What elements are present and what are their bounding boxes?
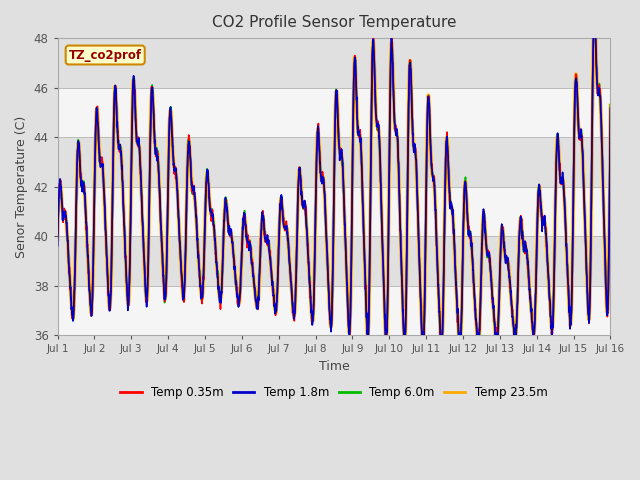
Temp 23.5m — [308, 314, 316, 320]
Temp 1.8m — [323, 236, 330, 241]
Temp 6.0m — [323, 235, 330, 240]
Temp 23.5m — [456, 335, 464, 340]
Temp 0.35m — [591, 22, 598, 27]
Temp 1.8m — [490, 305, 497, 311]
Line: Temp 23.5m: Temp 23.5m — [58, 25, 611, 337]
Bar — [58, 137, 611, 187]
Temp 6.0m — [607, 102, 614, 108]
Temp 23.5m — [82, 212, 90, 217]
Line: Temp 0.35m: Temp 0.35m — [58, 22, 611, 344]
Temp 1.8m — [308, 310, 316, 316]
Line: Temp 6.0m: Temp 6.0m — [58, 24, 611, 341]
Temp 23.5m — [323, 235, 330, 240]
Temp 6.0m — [490, 303, 497, 309]
Temp 1.8m — [590, 18, 598, 24]
Temp 1.8m — [591, 23, 599, 29]
Temp 0.35m — [82, 216, 90, 221]
Temp 6.0m — [54, 237, 61, 242]
Temp 1.8m — [82, 210, 90, 216]
Temp 6.0m — [591, 23, 598, 28]
Temp 1.8m — [456, 339, 463, 345]
Temp 23.5m — [591, 24, 598, 29]
Temp 0.35m — [401, 341, 409, 347]
Temp 23.5m — [591, 23, 598, 29]
Temp 1.8m — [591, 21, 598, 26]
Bar — [58, 236, 611, 286]
Bar — [58, 286, 611, 336]
Bar — [58, 88, 611, 137]
Temp 6.0m — [591, 24, 598, 30]
Legend: Temp 0.35m, Temp 1.8m, Temp 6.0m, Temp 23.5m: Temp 0.35m, Temp 1.8m, Temp 6.0m, Temp 2… — [116, 381, 552, 404]
Temp 0.35m — [490, 301, 497, 307]
Bar — [58, 187, 611, 236]
Bar — [58, 38, 611, 88]
Temp 0.35m — [591, 24, 599, 30]
Title: CO2 Profile Sensor Temperature: CO2 Profile Sensor Temperature — [212, 15, 456, 30]
Line: Temp 1.8m: Temp 1.8m — [58, 21, 611, 342]
Temp 0.35m — [323, 235, 330, 240]
Y-axis label: Senor Temperature (C): Senor Temperature (C) — [15, 116, 28, 258]
Temp 6.0m — [82, 215, 90, 220]
Temp 1.8m — [607, 105, 614, 111]
Temp 0.35m — [54, 233, 61, 239]
X-axis label: Time: Time — [319, 360, 349, 373]
Temp 23.5m — [490, 303, 497, 309]
Temp 1.8m — [54, 243, 61, 249]
Temp 23.5m — [54, 237, 61, 242]
Text: TZ_co2prof: TZ_co2prof — [68, 48, 142, 61]
Temp 23.5m — [591, 23, 599, 28]
Temp 0.35m — [607, 107, 614, 112]
Temp 0.35m — [308, 314, 316, 320]
Temp 0.35m — [591, 19, 598, 25]
Temp 6.0m — [591, 22, 599, 27]
Temp 23.5m — [607, 103, 614, 108]
Temp 6.0m — [308, 318, 316, 324]
Temp 6.0m — [457, 338, 465, 344]
